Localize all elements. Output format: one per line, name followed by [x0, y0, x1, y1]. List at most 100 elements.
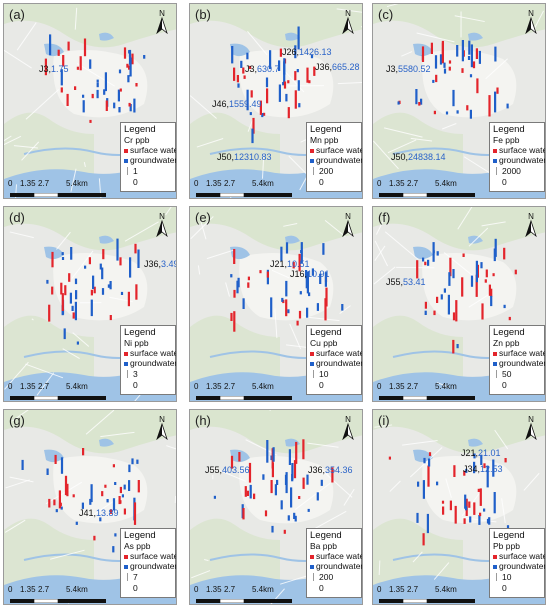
legend-surface-water: surface water	[310, 551, 362, 561]
legend-scale-zero-number: 0	[319, 583, 324, 593]
site-id: J21,	[270, 259, 288, 269]
surface-water-sample-bar	[263, 112, 266, 116]
map-panel: (b) N J26,1426.13 J3,630.7 J36,665.28 J46,155…	[189, 3, 363, 199]
road	[9, 476, 34, 483]
north-letter: N	[345, 9, 351, 18]
legend-title: Legend	[493, 530, 525, 541]
groundwater-sample-bar	[231, 46, 234, 64]
groundwater-sample-bar	[297, 80, 300, 91]
surface-water-sample-bar	[109, 509, 113, 514]
surface-water-sample-bar	[66, 483, 69, 497]
green-area	[373, 4, 545, 48]
scale-bar-label: 2.7	[407, 179, 419, 188]
groundwater-sample-bar	[306, 271, 309, 294]
road	[288, 155, 308, 175]
surface-water-sample-bar	[233, 249, 236, 264]
groundwater-sample-bar	[424, 310, 427, 315]
lake	[99, 32, 114, 41]
surface-water-sample-bar	[72, 494, 75, 498]
basemap	[190, 4, 362, 198]
scale-bar-label: 5.4km	[252, 585, 274, 594]
legend-surface-water: surface water	[310, 145, 362, 155]
surface-water-sample-bar	[433, 110, 436, 115]
legend-title: Legend	[124, 327, 156, 338]
groundwater-sample-bar	[294, 515, 297, 522]
groundwater-sample-bar	[70, 247, 73, 260]
north-letter: N	[159, 9, 165, 18]
scale-bar-label: 0	[377, 179, 382, 188]
groundwater-sample-bar	[494, 91, 497, 113]
scale-bar-label: 1.35	[206, 382, 222, 391]
groundwater-sample-bar	[128, 49, 132, 65]
surface-water-sample-bar	[242, 508, 245, 520]
groundwater-sample-bar	[423, 457, 426, 464]
road	[62, 348, 80, 359]
groundwater-sample-bar	[452, 89, 455, 107]
legend-box: Legend Pb ppb surface water groundwater 10 0	[489, 528, 545, 598]
groundwater-sample-bar	[82, 100, 85, 113]
road	[373, 140, 399, 170]
groundwater-sample-bar	[307, 508, 310, 512]
groundwater-sample-bar	[316, 492, 319, 501]
groundwater-sample-bar	[46, 279, 49, 284]
scale-bar-label: 5.4km	[435, 382, 457, 391]
groundwater-sample-bar	[298, 103, 301, 108]
road	[374, 424, 393, 428]
legend-scale-value: 3	[124, 368, 172, 379]
surface-water-swatch-icon	[493, 351, 497, 356]
groundwater-sample-bar	[127, 75, 130, 83]
groundwater-sample-bar	[60, 457, 64, 474]
north-letter: N	[345, 212, 351, 221]
road	[416, 32, 455, 43]
legend-groundwater-label: groundwater	[130, 358, 177, 368]
groundwater-sample-bar	[294, 45, 297, 59]
road	[261, 152, 265, 179]
groundwater-sample-bar	[280, 246, 283, 262]
road	[445, 478, 452, 498]
road	[461, 490, 482, 517]
north-letter: N	[528, 415, 534, 424]
scale-bar-graphic	[379, 190, 475, 198]
road	[384, 231, 419, 261]
surface-water-sample-bar	[488, 95, 491, 117]
map-panel: (e) N J21,10.51 J16,10.91 Legend Cu ppb surfac…	[189, 206, 363, 402]
scale-bar-label: 2.7	[407, 585, 419, 594]
groundwater-sample-bar	[55, 509, 58, 513]
legend-scale-zero-number: 0	[502, 177, 507, 187]
groundwater-sample-bar	[280, 500, 283, 510]
site-value: 12.53	[480, 464, 503, 474]
groundwater-sample-bar	[84, 265, 87, 269]
groundwater-sample-bar	[493, 492, 496, 514]
surface-water-sample-bar	[259, 100, 262, 115]
site-value: 13.89	[96, 508, 119, 518]
groundwater-sample-bar	[21, 459, 24, 470]
surface-water-sample-bar	[266, 271, 269, 278]
groundwater-sample-bar	[306, 474, 309, 485]
scale-bar-label: 5.4km	[435, 585, 457, 594]
legend-surface-water: surface water	[124, 551, 176, 561]
road	[45, 481, 83, 505]
groundwater-sample-bar	[90, 484, 93, 503]
groundwater-sample-bar	[74, 278, 78, 285]
lake	[468, 32, 483, 41]
legend-surface-water: surface water	[124, 348, 176, 358]
surface-water-sample-bar	[430, 42, 433, 54]
surface-water-sample-bar	[247, 276, 250, 281]
groundwater-sample-bar	[118, 69, 122, 74]
scale-bar: 0 1.35 2.7 5.4km	[8, 179, 118, 198]
road	[197, 265, 201, 275]
surface-water-sample-bar	[325, 287, 328, 307]
groundwater-sample-bar	[422, 480, 425, 499]
urban-area	[239, 50, 334, 118]
groundwater-sample-bar	[287, 309, 290, 314]
surface-water-sample-bar	[331, 467, 334, 483]
surface-water-sample-bar	[441, 500, 445, 504]
surface-water-sample-bar	[243, 75, 246, 79]
groundwater-sample-bar	[246, 52, 249, 60]
surface-water-sample-bar	[454, 505, 457, 524]
groundwater-sample-bar	[503, 304, 506, 309]
groundwater-sample-bar	[506, 525, 510, 530]
surface-water-sample-bar	[236, 75, 239, 83]
surface-water-sample-bar	[135, 284, 138, 300]
legend-scale-value: 200	[310, 165, 358, 176]
